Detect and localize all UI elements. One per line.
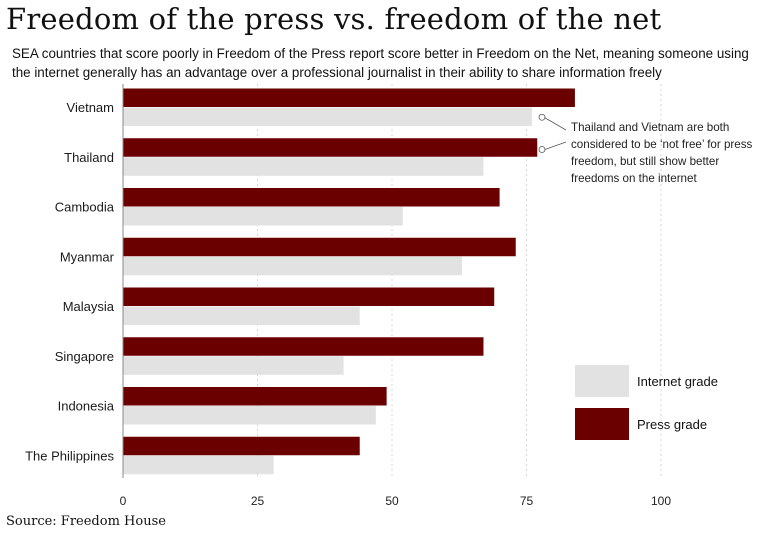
legend-item-press: Press grade bbox=[575, 408, 707, 440]
bar-press-2 bbox=[123, 188, 500, 207]
legend-label-internet: Internet grade bbox=[637, 373, 718, 389]
bar-press-7 bbox=[123, 436, 360, 456]
x-tick-label-0: 0 bbox=[120, 494, 127, 508]
x-tick-label-1: 25 bbox=[251, 494, 265, 508]
bar-press-1 bbox=[123, 138, 538, 157]
chart-annotation: Thailand and Vietnam are both considered… bbox=[571, 121, 753, 185]
bar-press-3 bbox=[123, 237, 516, 257]
x-tick-label-2: 50 bbox=[385, 494, 399, 508]
category-label-7: The Philippines bbox=[25, 448, 114, 463]
category-label-5: Singapore bbox=[55, 349, 114, 364]
x-tick-label-4: 100 bbox=[651, 494, 671, 508]
bar-internet-5 bbox=[123, 356, 344, 375]
bar-internet-0 bbox=[123, 107, 532, 126]
bar-internet-6 bbox=[123, 406, 376, 425]
bar-press-5 bbox=[123, 337, 484, 356]
legend-swatch-press bbox=[575, 408, 629, 440]
legend-swatch-internet bbox=[575, 365, 629, 397]
bar-press-4 bbox=[123, 287, 495, 306]
bar-internet-3 bbox=[123, 256, 462, 276]
bar-press-0 bbox=[123, 88, 575, 107]
bar-internet-2 bbox=[123, 207, 403, 226]
category-label-0: Vietnam bbox=[67, 100, 114, 115]
category-label-1: Thailand bbox=[64, 150, 114, 165]
bar-internet-4 bbox=[123, 306, 360, 325]
category-label-2: Cambodia bbox=[55, 200, 115, 215]
legend-label-press: Press grade bbox=[637, 416, 708, 432]
chart-subtitle: SEA countries that score poorly in Freed… bbox=[12, 46, 749, 80]
legend-item-internet: Internet grade bbox=[575, 365, 718, 397]
bar-press-6 bbox=[123, 387, 387, 406]
bar-internet-7 bbox=[123, 455, 274, 475]
bar-internet-1 bbox=[123, 157, 484, 176]
category-label-3: Myanmar bbox=[60, 249, 115, 264]
annotation-dot-vietnam bbox=[538, 113, 546, 121]
annotation-leader-vietnam bbox=[543, 116, 567, 131]
category-label-6: Indonesia bbox=[58, 399, 115, 414]
chart-title: Freedom of the press vs. freedom of the … bbox=[6, 2, 662, 36]
source-note: Source: Freedom House bbox=[6, 514, 166, 529]
category-label-4: Malaysia bbox=[63, 299, 115, 314]
annotation-leader-thailand bbox=[544, 141, 567, 150]
annotation-dot-thailand bbox=[538, 146, 546, 153]
x-tick-label-3: 75 bbox=[520, 494, 534, 508]
